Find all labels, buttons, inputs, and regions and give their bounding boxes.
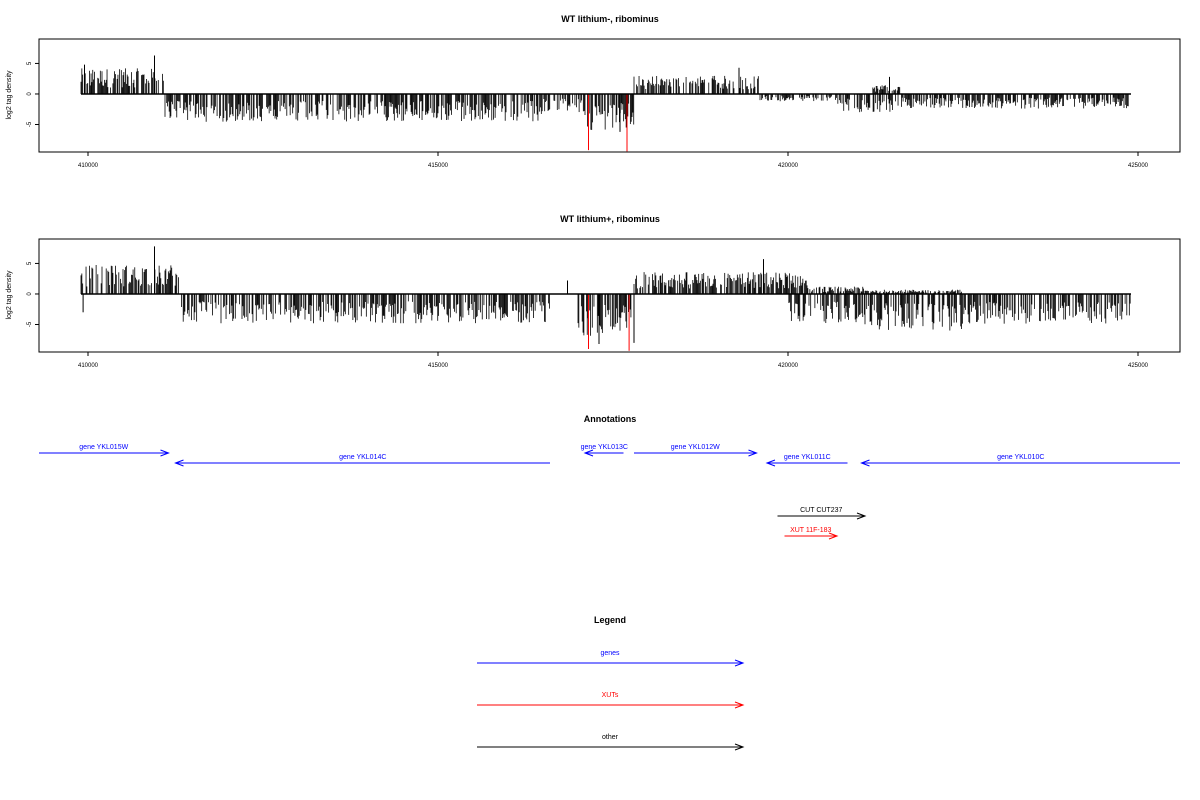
annotation-gene-ykl015w: gene YKL015W: [39, 444, 170, 457]
arrow-head: [583, 449, 594, 457]
bar-series: [80, 55, 1131, 152]
x-tick-label: 410000: [78, 163, 99, 169]
arrow-head: [734, 743, 745, 751]
y-tick-label: -5: [27, 321, 33, 327]
arrow-head: [748, 449, 758, 457]
panel-title: WT lithium-, ribominus: [561, 14, 659, 24]
annotation-gene-ykl014c: gene YKL014C: [174, 454, 550, 467]
annotation-label: gene YKL015W: [79, 444, 128, 451]
legend-label: genes: [600, 650, 620, 657]
arrow-head: [856, 512, 867, 520]
legend-item-xuts: XUTs: [477, 692, 745, 709]
panel-title: WT lithium+, ribominus: [560, 214, 660, 224]
arrow-head: [765, 459, 776, 467]
legend-title: Legend: [594, 615, 626, 625]
annotation-label: gene YKL014C: [339, 454, 386, 461]
plot-frame: [38, 38, 1181, 153]
arrow-head: [174, 459, 184, 467]
annotation-label: gene YKL010C: [997, 454, 1044, 461]
y-tick-label: -5: [27, 121, 33, 127]
annotation-gene-ykl013c: gene YKL013C: [581, 444, 628, 457]
y-axis: -5 0 5: [27, 61, 39, 127]
track-panel-lithium-plus: WT lithium+, ribominus log2 tag density …: [6, 214, 1181, 369]
arrow-head: [160, 449, 170, 457]
arrow-head: [734, 659, 745, 667]
annotation-gene-ykl012w: gene YKL012W: [634, 444, 758, 457]
legend-label: other: [602, 734, 619, 741]
y-tick-label: 5: [27, 261, 33, 265]
annotation-gene-ykl011c: gene YKL011C: [765, 454, 848, 467]
y-axis-label: log2 tag density: [6, 270, 13, 320]
plot-frame: [38, 238, 1181, 353]
legend-item-genes: genes: [477, 650, 745, 667]
arrow-head: [860, 459, 870, 467]
bar-series: [80, 246, 1131, 351]
x-tick-label: 420000: [778, 363, 799, 369]
legend-label: XUTs: [602, 692, 619, 699]
y-axis-label: log2 tag density: [6, 70, 13, 120]
y-tick-label: 5: [27, 61, 33, 65]
annotation-label: gene YKL012W: [671, 444, 720, 451]
x-tick-label: 415000: [428, 163, 449, 169]
x-axis: 410000 415000 420000 425000: [78, 352, 1149, 369]
y-axis: -5 0 5: [27, 261, 39, 327]
annotation-cut-cut237: CUT CUT237: [777, 507, 867, 520]
legend-item-other: other: [477, 734, 745, 751]
legend: Legend genes XUTs other: [477, 615, 745, 751]
y-tick-label: 0: [27, 92, 33, 96]
x-tick-label: 425000: [1128, 363, 1149, 369]
annotation-gene-ykl010c: gene YKL010C: [860, 454, 1180, 467]
annotations-title: Annotations: [584, 414, 637, 424]
x-axis: 410000 415000 420000 425000: [78, 152, 1149, 169]
x-tick-label: 415000: [428, 363, 449, 369]
x-tick-label: 420000: [778, 163, 799, 169]
legend-items: genes XUTs other: [477, 650, 745, 751]
annotation-label: gene YKL013C: [581, 444, 628, 451]
annotation-label: gene YKL011C: [784, 454, 831, 461]
y-tick-label: 0: [27, 292, 33, 296]
arrow-head: [734, 701, 745, 709]
arrow-head: [828, 532, 839, 540]
annotation-label: XUT 11F-183: [790, 527, 831, 534]
annotation-label: CUT CUT237: [800, 507, 842, 514]
annotation-features: gene YKL015W gene YKL014C gene YKL013C gene…: [39, 444, 1180, 540]
track-panel-lithium-minus: WT lithium-, ribominus log2 tag density …: [6, 14, 1181, 169]
annotation-xut-11f-183: XUT 11F-183: [784, 527, 839, 540]
x-tick-label: 425000: [1128, 163, 1149, 169]
x-tick-label: 410000: [78, 363, 99, 369]
